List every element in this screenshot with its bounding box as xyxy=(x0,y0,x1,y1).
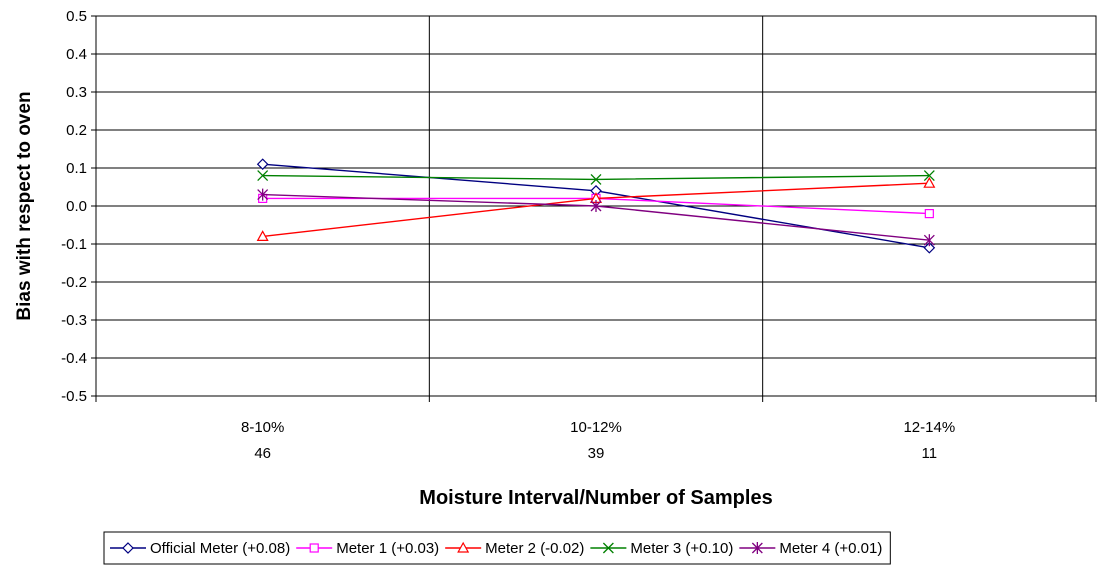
x-tick-sublabel: 46 xyxy=(254,445,271,462)
legend: Official Meter (+0.08) Meter 1 (+0.03) Met… xyxy=(103,531,891,565)
x-axis-label: Moisture Interval/Number of Samples xyxy=(419,487,772,509)
legend-marker xyxy=(751,542,763,554)
y-tick-label: 0.1 xyxy=(66,160,87,177)
legend-item: Meter 1 (+0.03) xyxy=(296,540,439,557)
y-tick-label: 0.3 xyxy=(66,84,87,101)
legend-label: Meter 4 (+0.01) xyxy=(779,540,882,557)
y-tick-label: -0.1 xyxy=(61,236,87,253)
data-point-marker xyxy=(590,200,602,212)
legend-marker xyxy=(602,542,614,554)
y-tick-label: -0.5 xyxy=(61,388,87,405)
legend-item: Official Meter (+0.08) xyxy=(110,540,290,557)
x-axis-ticks: 8-10% 46 10-12% 39 12-14% 11 xyxy=(95,396,1097,462)
series-lines xyxy=(256,158,936,254)
legend-label: Meter 3 (+0.10) xyxy=(630,540,733,557)
series-4 xyxy=(257,170,935,185)
y-tick-label: -0.3 xyxy=(61,312,87,329)
data-point-marker xyxy=(590,173,602,185)
data-point-marker xyxy=(257,170,269,182)
y-tick-label: -0.4 xyxy=(61,350,87,367)
legend-label: Official Meter (+0.08) xyxy=(150,540,290,557)
y-axis-ticks: 0.5 0.4 0.3 0.2 0.1 0.0 -0.1 -0.2 -0.3 -0.4 -0.5 xyxy=(61,8,96,405)
data-point-marker xyxy=(923,176,936,188)
x-tick-sublabel: 39 xyxy=(588,445,605,462)
data-point-marker xyxy=(923,241,936,254)
y-tick-label: 0.0 xyxy=(66,198,87,215)
legend-marker xyxy=(122,542,134,554)
y-tick-label: 0.4 xyxy=(66,46,87,63)
data-point-marker xyxy=(257,188,269,201)
x-tick-label: 8-10% xyxy=(241,419,284,436)
legend-label: Meter 2 (-0.02) xyxy=(485,540,584,557)
data-point-marker xyxy=(923,170,935,182)
series-3 xyxy=(256,176,936,241)
legend-item: Meter 4 (+0.01) xyxy=(739,540,882,557)
series-5 xyxy=(257,188,935,247)
y-tick-label: 0.5 xyxy=(66,8,87,25)
data-point-marker xyxy=(256,230,269,241)
legend-item: Meter 3 (+0.10) xyxy=(590,540,733,557)
y-tick-label: -0.2 xyxy=(61,274,87,291)
x-tick-label: 10-12% xyxy=(570,419,622,436)
y-tick-label: 0.2 xyxy=(66,122,87,139)
data-point-marker xyxy=(924,209,934,219)
y-axis-label: Bias with respect to oven xyxy=(14,91,35,320)
legend-marker xyxy=(457,541,470,553)
x-tick-sublabel: 11 xyxy=(922,445,938,462)
x-tick-label: 12-14% xyxy=(903,419,955,436)
data-point-marker xyxy=(923,234,935,247)
legend-label: Meter 1 (+0.03) xyxy=(336,540,439,557)
legend-marker xyxy=(309,543,319,553)
data-point-marker xyxy=(256,158,269,171)
legend-item: Meter 2 (-0.02) xyxy=(445,540,584,557)
